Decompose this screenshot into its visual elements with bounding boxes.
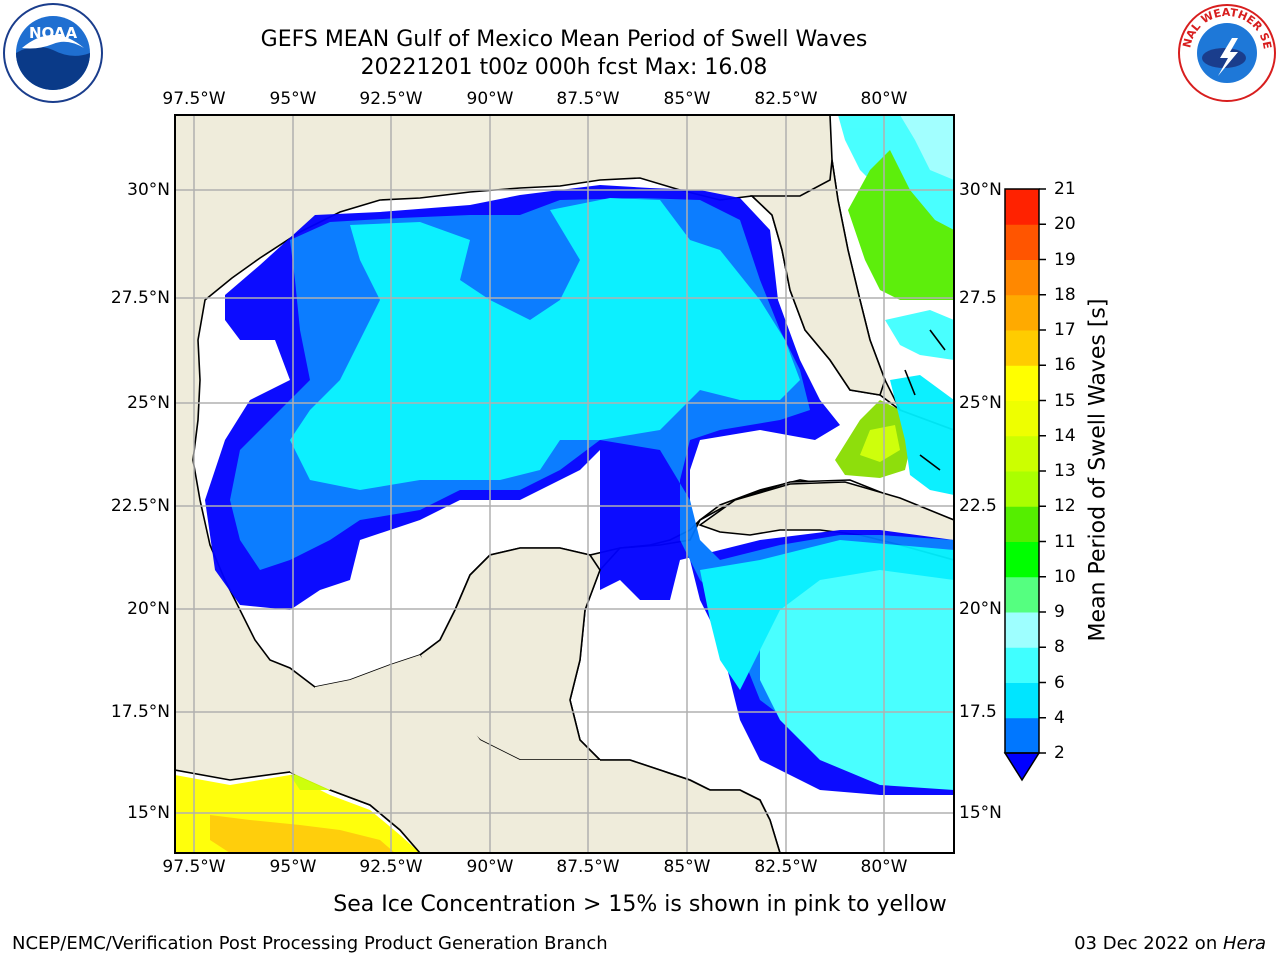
colorbar-swatch xyxy=(1005,435,1039,472)
colorbar-swatch xyxy=(1005,259,1039,296)
map-subtitle-run: 20221201 t00z 000h fcst Max: 16.08 xyxy=(360,55,768,80)
colorbar-tick-label: 4 xyxy=(1054,707,1065,728)
colorbar xyxy=(1003,188,1046,782)
colorbar-tick-label: 17 xyxy=(1054,320,1076,340)
colorbar-tick-label: 19 xyxy=(1054,249,1076,270)
colorbar-tick-label: 13 xyxy=(1054,461,1076,481)
footer-date: 03 Dec 2022 on Hera xyxy=(1074,933,1266,954)
colorbar-tick-label: 15 xyxy=(1054,390,1076,411)
lon-tick-top: 80°W xyxy=(860,89,908,109)
lon-tick-bottom: 85°W xyxy=(663,857,711,877)
colorbar-swatch xyxy=(1005,717,1039,754)
lat-tick-left: 15°N xyxy=(127,803,170,823)
colorbar-tick-label: 10 xyxy=(1054,566,1076,587)
lon-tick-bottom: 90°W xyxy=(466,857,514,877)
colorbar-swatch xyxy=(1005,506,1039,542)
colorbar-under-triangle xyxy=(1003,752,1041,782)
sea-ice-note: Sea Ice Concentration > 15% is shown in … xyxy=(333,892,947,917)
lat-tick-left: 17.5°N xyxy=(110,702,170,722)
lon-tick-bottom: 80°W xyxy=(860,857,908,877)
lat-tick-right: 20°N xyxy=(959,599,1002,619)
lat-tick-left: 27.5°N xyxy=(110,288,170,308)
footer-producer: NCEP/EMC/Verification Post Processing Pr… xyxy=(12,933,608,954)
nws-logo: NATIONAL WEATHER SERVICE xyxy=(1176,2,1276,102)
svg-text:NOAA: NOAA xyxy=(29,24,78,42)
lon-tick-top: 82.5°W xyxy=(754,89,818,109)
lat-tick-left: 25°N xyxy=(127,393,170,413)
colorbar-tick-label: 6 xyxy=(1054,672,1065,693)
lon-tick-bottom: 95°W xyxy=(269,857,317,877)
colorbar-swatch xyxy=(1005,365,1039,401)
colorbar-tick-label: 21 xyxy=(1054,179,1076,199)
lat-tick-right: 25°N xyxy=(959,393,1002,413)
lat-tick-left: 22.5°N xyxy=(110,496,170,516)
colorbar-label: Mean Period of Swell Waves [s] xyxy=(1085,298,1111,642)
colorbar-tick-label: 20 xyxy=(1054,214,1076,235)
colorbar-tick-label: 12 xyxy=(1054,496,1076,517)
colorbar-swatch xyxy=(1005,330,1039,366)
colorbar-swatch xyxy=(1005,612,1039,648)
lon-tick-top: 85°W xyxy=(663,89,711,109)
colorbar-swatch xyxy=(1005,541,1039,578)
colorbar-tick-label: 14 xyxy=(1054,425,1076,446)
colorbar-swatch xyxy=(1005,682,1039,719)
lon-tick-bottom: 92.5°W xyxy=(359,857,423,877)
lon-tick-bottom: 97.5°W xyxy=(162,857,226,877)
lon-tick-top: 95°W xyxy=(269,89,317,109)
lat-tick-right: 30°N xyxy=(959,180,1002,200)
colorbar-tick-label: 16 xyxy=(1054,355,1076,376)
colorbar-swatch xyxy=(1005,471,1039,507)
lat-tick-right: 15°N xyxy=(959,803,1002,823)
colorbar-tick-label: 9 xyxy=(1054,602,1065,622)
map-frame xyxy=(174,114,955,854)
colorbar-swatch xyxy=(1005,224,1039,260)
colorbar-tick-label: 11 xyxy=(1054,531,1076,552)
colorbar-tick-label: 8 xyxy=(1054,637,1065,658)
footer-date-text: 03 Dec 2022 on xyxy=(1074,933,1223,954)
lon-tick-bottom: 82.5°W xyxy=(754,857,818,877)
yucatan-land-2 xyxy=(290,655,780,853)
colorbar-swatch xyxy=(1005,400,1039,437)
colorbar-swatch xyxy=(1005,189,1039,225)
colorbar-tick-label: 18 xyxy=(1054,284,1076,305)
lat-tick-right: 27.5 xyxy=(959,288,997,308)
lat-tick-right: 22.5 xyxy=(959,496,997,516)
colorbar-tick-label: 2 xyxy=(1054,743,1065,763)
lat-tick-right: 17.5 xyxy=(959,702,997,722)
lon-tick-top: 90°W xyxy=(466,89,514,109)
colorbar-swatch xyxy=(1005,294,1039,331)
lon-tick-bottom: 87.5°W xyxy=(556,857,620,877)
swell-field xyxy=(175,115,954,853)
colorbar-swatch xyxy=(1005,576,1039,613)
lat-tick-left: 20°N xyxy=(127,599,170,619)
lon-tick-top: 97.5°W xyxy=(162,89,226,109)
lon-tick-top: 92.5°W xyxy=(359,89,423,109)
footer-host: Hera xyxy=(1222,933,1266,954)
colorbar-swatch xyxy=(1005,647,1039,683)
map-title: GEFS MEAN Gulf of Mexico Mean Period of … xyxy=(260,27,868,52)
lon-tick-top: 87.5°W xyxy=(556,89,620,109)
graticule xyxy=(175,115,954,853)
noaa-logo: NOAA xyxy=(3,3,103,103)
lat-tick-left: 30°N xyxy=(127,180,170,200)
